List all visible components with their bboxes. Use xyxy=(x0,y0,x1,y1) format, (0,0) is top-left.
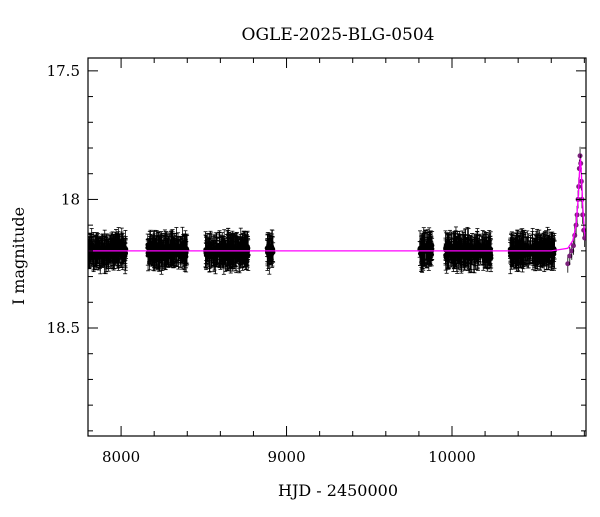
data-point xyxy=(209,251,215,257)
plot-frame xyxy=(87,57,587,437)
data-point xyxy=(174,250,179,256)
data-point xyxy=(109,242,114,248)
plot-area xyxy=(88,146,586,275)
event-point xyxy=(565,261,571,267)
data-point xyxy=(266,252,271,258)
y-tick-label: 18 xyxy=(61,190,80,208)
data-point xyxy=(94,250,100,256)
event-point xyxy=(570,243,576,249)
data-point xyxy=(481,251,487,257)
data-point xyxy=(469,252,474,257)
event-point xyxy=(569,248,575,254)
data-point xyxy=(514,251,520,257)
data-point xyxy=(92,245,98,251)
data-point xyxy=(88,246,93,251)
event-point xyxy=(567,253,573,259)
event-point xyxy=(577,153,583,159)
data-point xyxy=(455,245,460,250)
axis-ticks: 8000 9000 10000 17.5 18 18.5 xyxy=(47,58,586,466)
chart-title: OGLE-2025-BLG-0504 xyxy=(242,25,435,45)
data-point xyxy=(476,250,482,256)
y-tick-label: 17.5 xyxy=(47,62,80,80)
x-tick-label: 8000 xyxy=(102,448,140,466)
data-point xyxy=(519,252,525,257)
data-point xyxy=(244,255,249,260)
y-axis-label: I magnitude xyxy=(9,207,28,305)
model-curve xyxy=(88,158,586,252)
data-point xyxy=(421,243,427,248)
data-point xyxy=(419,254,425,260)
data-point xyxy=(182,253,188,258)
data-point xyxy=(121,244,126,249)
data-point xyxy=(159,243,164,248)
data-point xyxy=(170,251,175,257)
data-point xyxy=(91,254,96,260)
data-point xyxy=(221,254,227,260)
data-point xyxy=(537,250,542,256)
data-point xyxy=(429,243,435,248)
data-point xyxy=(443,245,448,251)
x-tick-label: 9000 xyxy=(267,448,305,466)
data-point xyxy=(486,247,492,253)
y-tick-label: 18.5 xyxy=(47,319,80,337)
data-point xyxy=(241,245,247,250)
x-axis-label: HJD - 2450000 xyxy=(278,481,398,500)
data-point xyxy=(88,251,92,257)
x-tick-label: 10000 xyxy=(428,448,476,466)
data-point xyxy=(451,246,457,251)
data-point xyxy=(113,243,119,248)
data-point xyxy=(548,244,554,249)
data-point xyxy=(239,251,245,256)
data-point xyxy=(527,252,532,257)
data-point xyxy=(148,251,154,256)
data-point xyxy=(156,251,162,257)
